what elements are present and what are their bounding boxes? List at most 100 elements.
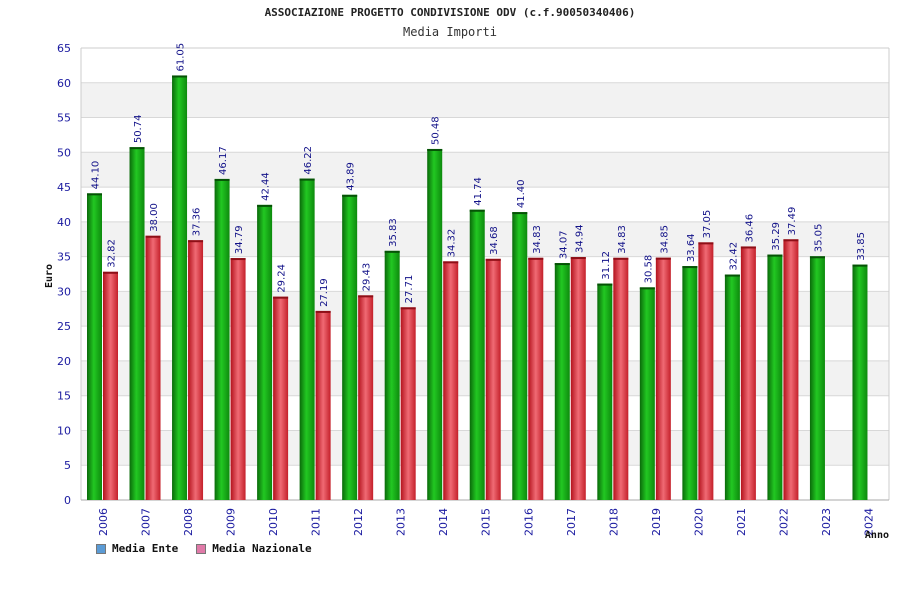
x-tick-label: 2019 bbox=[650, 508, 663, 536]
bar-top-edge bbox=[427, 148, 443, 151]
bar-media-ente bbox=[257, 204, 273, 500]
x-tick-label: 2008 bbox=[182, 508, 195, 536]
bar-top-edge bbox=[597, 283, 613, 286]
x-tick-label: 2011 bbox=[310, 508, 323, 536]
bar-top-edge bbox=[315, 310, 331, 313]
data-label: 42.44 bbox=[261, 172, 272, 201]
data-label: 43.89 bbox=[346, 162, 357, 191]
grid-band bbox=[81, 152, 889, 188]
bar-top-edge bbox=[512, 212, 528, 215]
data-label: 27.71 bbox=[404, 275, 415, 304]
y-tick-label: 20 bbox=[57, 355, 71, 368]
bar-top-edge bbox=[852, 264, 868, 267]
bar-media-ente bbox=[214, 178, 230, 500]
y-tick-label: 55 bbox=[57, 112, 71, 125]
x-tick-label: 2015 bbox=[480, 508, 493, 536]
bar-media-ente bbox=[129, 147, 145, 500]
data-label: 38.00 bbox=[149, 203, 160, 232]
x-tick-label: 2023 bbox=[820, 508, 833, 536]
x-tick-label: 2006 bbox=[97, 508, 110, 536]
bar-media-nazionale bbox=[400, 307, 416, 500]
bar-top-edge bbox=[682, 266, 698, 269]
bar-media-nazionale bbox=[740, 246, 756, 500]
data-label: 34.68 bbox=[489, 226, 500, 255]
bar-top-edge bbox=[485, 258, 501, 261]
data-label: 35.83 bbox=[388, 218, 399, 247]
bar-top-edge bbox=[809, 256, 825, 259]
data-label: 29.43 bbox=[362, 263, 373, 292]
data-label: 37.36 bbox=[192, 208, 203, 237]
bar-media-ente bbox=[469, 209, 485, 500]
bars bbox=[87, 75, 868, 501]
bar-media-nazionale bbox=[613, 257, 629, 500]
x-axis-label: Anno bbox=[865, 530, 889, 541]
x-tick-label: 2014 bbox=[437, 508, 450, 536]
bar-top-edge bbox=[767, 254, 783, 257]
bar-media-ente bbox=[427, 148, 443, 500]
bar-top-edge bbox=[129, 147, 145, 150]
x-tick-label: 2016 bbox=[522, 508, 535, 536]
bar-media-ente bbox=[767, 254, 783, 500]
bar-media-nazionale bbox=[570, 257, 586, 500]
data-label: 34.79 bbox=[234, 225, 245, 254]
bar-media-nazionale bbox=[358, 295, 374, 500]
x-tick-label: 2021 bbox=[735, 508, 748, 536]
bar-top-edge bbox=[299, 178, 315, 181]
data-label: 61.05 bbox=[176, 43, 187, 72]
bar-top-edge bbox=[655, 257, 671, 260]
bar-media-ente bbox=[597, 283, 613, 500]
x-tick-label: 2017 bbox=[565, 508, 578, 536]
y-tick-label: 50 bbox=[57, 146, 71, 159]
legend-item-nazionale: Media Nazionale bbox=[196, 542, 312, 555]
bar-top-edge bbox=[783, 239, 799, 242]
tick-labels: 0 5 10 15 20 25 30 35 40 45 50 55 60 65 2006 2007 2008 20… bbox=[57, 42, 875, 536]
chart-subtitle: Media Importi bbox=[403, 25, 497, 39]
bar-top-edge bbox=[740, 246, 756, 249]
y-tick-label: 25 bbox=[57, 320, 71, 333]
y-tick-label: 65 bbox=[57, 42, 71, 55]
data-label: 34.85 bbox=[659, 225, 670, 254]
bar-top-edge bbox=[443, 261, 459, 264]
bar-top-edge bbox=[172, 75, 188, 78]
bar-media-ente bbox=[682, 266, 698, 500]
legend-label-nazionale: Media Nazionale bbox=[212, 542, 312, 555]
data-label: 46.22 bbox=[303, 146, 314, 175]
bar-media-nazionale bbox=[698, 242, 714, 501]
bar-media-ente bbox=[554, 263, 570, 500]
legend: Media Ente Media Nazionale bbox=[96, 542, 312, 555]
bar-top-edge bbox=[214, 178, 230, 181]
x-tick-label: 2010 bbox=[267, 508, 280, 536]
bar-media-nazionale bbox=[485, 258, 501, 500]
data-label: 41.40 bbox=[516, 179, 527, 208]
data-label: 35.29 bbox=[771, 222, 782, 251]
bar-media-nazionale bbox=[188, 240, 204, 500]
bar-top-edge bbox=[103, 271, 118, 274]
bar-media-nazionale bbox=[145, 235, 161, 500]
legend-label-ente: Media Ente bbox=[112, 542, 179, 555]
x-tick-label: 2007 bbox=[140, 508, 153, 536]
data-label: 34.83 bbox=[532, 225, 543, 254]
y-tick-label: 35 bbox=[57, 251, 71, 264]
data-label: 33.64 bbox=[686, 233, 697, 262]
bar-media-ente bbox=[342, 194, 358, 500]
data-label: 41.74 bbox=[473, 177, 484, 206]
bar-top-edge bbox=[400, 307, 416, 310]
x-tick-label: 2020 bbox=[692, 508, 705, 536]
data-label: 50.48 bbox=[431, 116, 442, 145]
y-tick-label: 15 bbox=[57, 390, 71, 403]
data-label: 32.42 bbox=[728, 242, 739, 271]
data-label: 46.17 bbox=[218, 146, 229, 175]
bar-media-ente bbox=[809, 256, 825, 500]
bar-top-edge bbox=[257, 204, 273, 207]
grid-band bbox=[81, 82, 889, 118]
y-tick-label: 30 bbox=[57, 285, 71, 298]
y-tick-label: 10 bbox=[57, 424, 71, 437]
y-tick-label: 0 bbox=[64, 494, 71, 507]
x-tick-label: 2018 bbox=[607, 508, 620, 536]
bar-media-nazionale bbox=[103, 271, 118, 500]
bar-media-nazionale bbox=[655, 257, 671, 500]
bar-media-nazionale bbox=[273, 296, 289, 500]
data-label: 37.05 bbox=[702, 210, 713, 239]
y-tick-label: 40 bbox=[57, 216, 71, 229]
